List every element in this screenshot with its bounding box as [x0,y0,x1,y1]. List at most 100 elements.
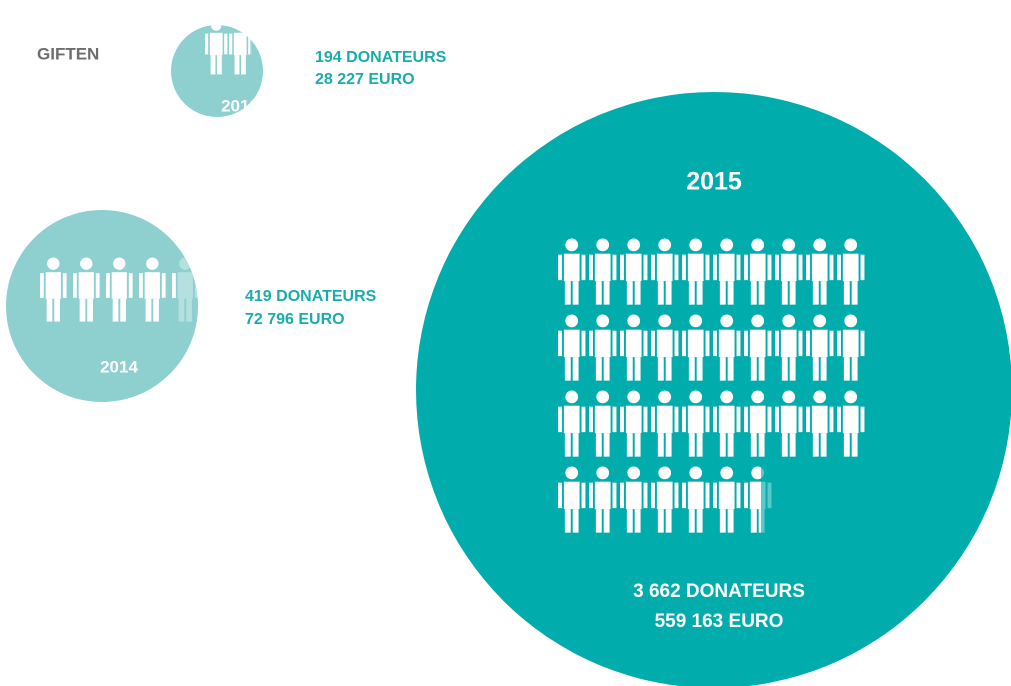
icon-body [563,481,580,510]
icon-leg [634,281,641,305]
icon-head [844,238,858,252]
icon-arm [161,273,166,298]
person-icon [73,257,100,322]
icon-leg [603,357,610,381]
icon-arm [224,33,228,55]
icon-arm [674,254,679,281]
icon-leg [665,433,672,457]
icon-body [718,253,735,282]
icon-arm [674,482,679,509]
icon-arm [612,330,617,357]
person-icon [205,25,228,75]
icon-leg [572,433,579,457]
icon-leg [812,281,819,305]
icon-arm [744,254,748,281]
icon-arm [713,482,717,509]
icon-body [177,272,193,299]
icon-leg [217,55,222,75]
icon-arm [860,330,865,357]
icon-arm [643,406,648,433]
icon-leg [719,509,726,533]
icon-arm [829,330,834,357]
icon-arm [705,406,710,433]
icon-body [563,405,580,434]
person-icon [744,390,772,457]
icon-leg [186,298,192,322]
icon-leg [688,281,695,305]
icon-leg [727,433,734,457]
icon-body [594,329,611,358]
icon-arm [767,330,772,357]
icon-leg [626,281,633,305]
icon-leg [657,433,664,457]
person-icon [651,390,679,457]
icon-arm [194,273,198,298]
icon-arm [589,406,593,433]
icon-body [625,253,642,282]
icon-head [658,238,672,252]
icon-head [689,314,703,328]
person-icon [172,273,176,298]
icon-head [596,390,610,404]
icon-head [720,390,734,404]
icon-arm [643,254,648,281]
icon-head [179,257,192,270]
icon-head [720,238,734,252]
person-icon [558,466,586,533]
icon-leg [727,281,734,305]
icon-leg [564,357,571,381]
icon-leg [781,281,788,305]
icon-head [689,466,703,480]
year-circle [416,92,1011,686]
icon-leg [626,357,633,381]
icon-leg [750,433,757,457]
icon-arm [798,254,803,281]
icon-body [749,253,766,282]
donor-label: 194 DONATEURS [315,49,447,66]
icon-arm [736,482,741,509]
icon-arm [860,254,865,281]
person-icon [682,238,710,305]
icon-body [811,253,828,282]
icon-arm [744,482,748,509]
icon-arm [798,406,803,433]
icon-arm [620,330,624,357]
icon-leg [812,433,819,457]
icon-arm [581,406,586,433]
icon-head [720,314,734,328]
icon-arm [837,254,841,281]
icon-body [780,405,797,434]
icon-body [842,329,859,358]
icon-leg [657,281,664,305]
icon-body [144,272,160,299]
icon-leg [758,433,765,457]
partial-icon [744,466,762,533]
icon-leg [603,281,610,305]
icon-leg [696,509,703,533]
icon-body [656,253,673,282]
donor-label: 419 DONATEURS [245,288,377,305]
icon-leg [696,433,703,457]
person-icon [589,390,617,457]
icon-leg [696,357,703,381]
person-icon [651,314,679,381]
person-icon [558,238,586,305]
person-icon [806,314,834,381]
icon-leg [145,298,152,322]
icon-arm [40,273,44,298]
amount-label: 28 227 EURO [315,71,415,88]
icon-head [627,238,641,252]
person-icon [682,314,710,381]
icon-arm [581,254,586,281]
icon-arm [705,330,710,357]
icon-head [146,257,159,270]
icon-leg [112,298,119,322]
icon-arm [106,273,110,298]
icon-head [596,238,610,252]
icon-arm [643,482,648,509]
icon-arm [806,330,810,357]
icon-head [627,466,641,480]
icon-leg [758,509,762,533]
icon-head [565,466,579,480]
